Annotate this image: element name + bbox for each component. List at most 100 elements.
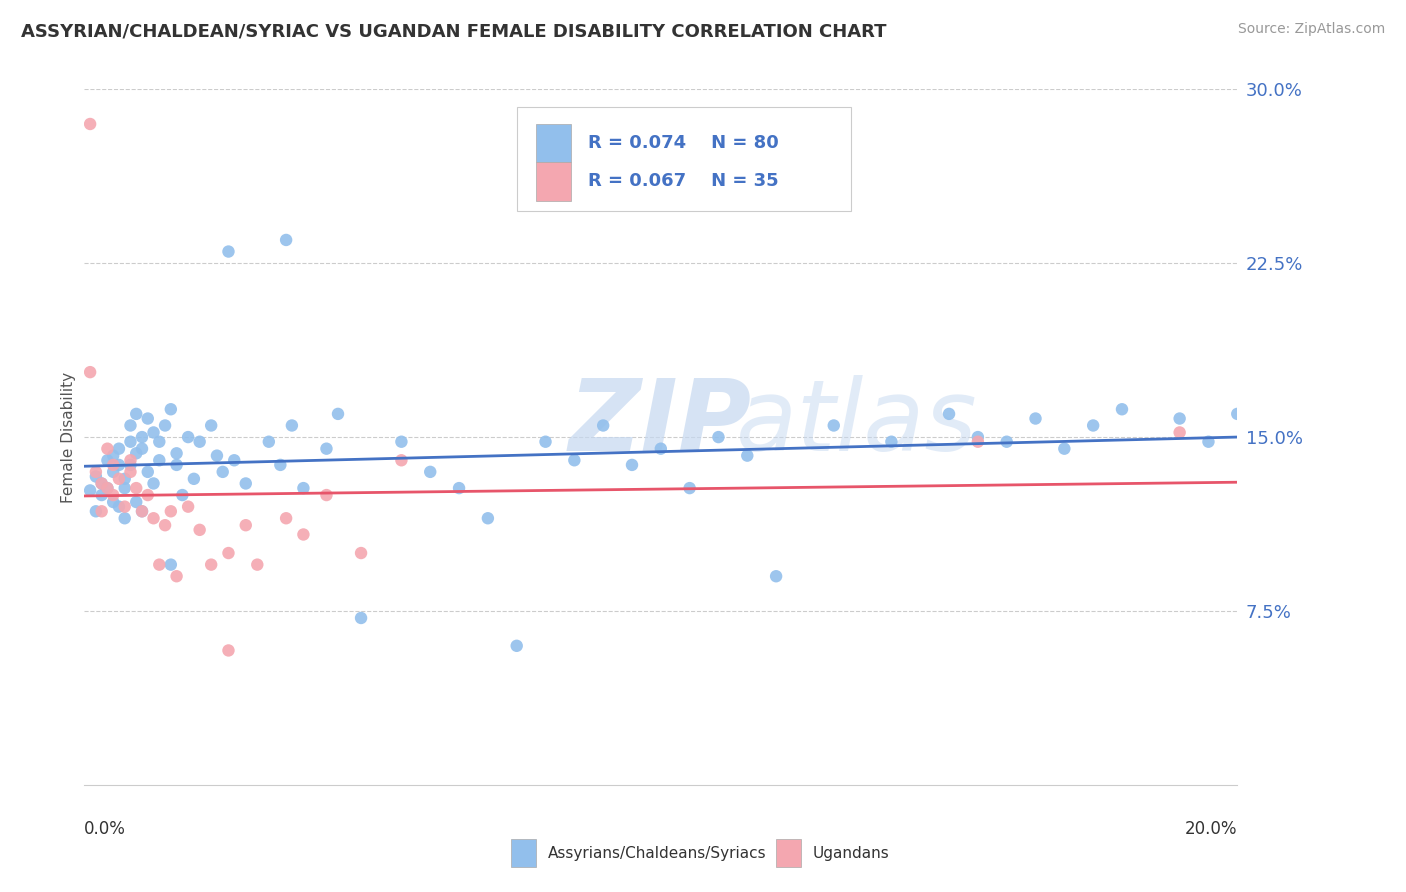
- Point: [108, 500, 131, 514]
- Point: [142, 511, 165, 525]
- Point: [188, 523, 211, 537]
- Point: [136, 488, 159, 502]
- Point: [1168, 425, 1191, 440]
- Point: [103, 495, 124, 509]
- Point: [142, 476, 165, 491]
- Point: [108, 472, 131, 486]
- FancyBboxPatch shape: [536, 124, 571, 162]
- Point: [938, 407, 960, 421]
- Point: [90, 504, 112, 518]
- Point: [148, 434, 170, 449]
- Text: R = 0.074    N = 80: R = 0.074 N = 80: [588, 134, 779, 153]
- Point: [218, 546, 240, 560]
- Text: Assyrians/Chaldeans/Syriacs: Assyrians/Chaldeans/Syriacs: [548, 846, 766, 861]
- Point: [257, 434, 280, 449]
- Point: [160, 504, 183, 518]
- Point: [131, 504, 153, 518]
- Point: [707, 430, 730, 444]
- Point: [148, 453, 170, 467]
- Point: [391, 434, 413, 449]
- Point: [967, 430, 990, 444]
- Point: [276, 233, 298, 247]
- Point: [160, 558, 183, 572]
- Point: [79, 365, 101, 379]
- Point: [166, 458, 188, 472]
- Point: [1025, 411, 1047, 425]
- Point: [79, 117, 101, 131]
- Point: [90, 488, 112, 502]
- Point: [621, 458, 644, 472]
- Point: [350, 611, 373, 625]
- Point: [120, 458, 142, 472]
- Text: Source: ZipAtlas.com: Source: ZipAtlas.com: [1237, 22, 1385, 37]
- Point: [449, 481, 471, 495]
- Point: [114, 481, 136, 495]
- Point: [292, 527, 315, 541]
- Point: [534, 434, 557, 449]
- Point: [142, 425, 165, 440]
- Point: [564, 453, 586, 467]
- Point: [1111, 402, 1133, 417]
- Text: 0.0%: 0.0%: [84, 820, 127, 838]
- Point: [166, 446, 188, 460]
- Point: [103, 465, 124, 479]
- Point: [136, 411, 159, 425]
- Point: [350, 546, 373, 560]
- Point: [148, 558, 170, 572]
- Point: [281, 418, 304, 433]
- Point: [125, 495, 148, 509]
- Point: [200, 418, 222, 433]
- Point: [880, 434, 903, 449]
- Point: [419, 465, 441, 479]
- Text: R = 0.067    N = 35: R = 0.067 N = 35: [588, 172, 779, 190]
- Point: [1053, 442, 1076, 456]
- Point: [188, 434, 211, 449]
- Point: [84, 504, 107, 518]
- Point: [218, 643, 240, 657]
- Point: [114, 472, 136, 486]
- Point: [114, 500, 136, 514]
- Point: [125, 407, 148, 421]
- Point: [211, 465, 233, 479]
- Point: [218, 244, 240, 259]
- Point: [120, 418, 142, 433]
- Point: [84, 465, 107, 479]
- Point: [153, 418, 176, 433]
- Point: [108, 458, 131, 472]
- Point: [153, 518, 176, 533]
- Text: Ugandans: Ugandans: [813, 846, 890, 861]
- Point: [114, 511, 136, 525]
- Point: [967, 434, 990, 449]
- Text: ASSYRIAN/CHALDEAN/SYRIAC VS UGANDAN FEMALE DISABILITY CORRELATION CHART: ASSYRIAN/CHALDEAN/SYRIAC VS UGANDAN FEMA…: [21, 22, 887, 40]
- Point: [391, 453, 413, 467]
- Point: [79, 483, 101, 498]
- Point: [96, 442, 118, 456]
- Point: [235, 476, 257, 491]
- Point: [96, 481, 118, 495]
- Point: [765, 569, 787, 583]
- Point: [183, 472, 205, 486]
- Point: [246, 558, 269, 572]
- Point: [177, 430, 200, 444]
- Point: [90, 476, 112, 491]
- Point: [235, 518, 257, 533]
- Point: [160, 402, 183, 417]
- Point: [131, 430, 153, 444]
- Point: [592, 418, 614, 433]
- FancyBboxPatch shape: [510, 839, 536, 867]
- Point: [477, 511, 499, 525]
- Text: ZIP: ZIP: [568, 375, 752, 472]
- Point: [224, 453, 246, 467]
- Point: [650, 442, 672, 456]
- Point: [205, 449, 228, 463]
- Point: [995, 434, 1018, 449]
- Point: [166, 569, 188, 583]
- Point: [1083, 418, 1105, 433]
- Point: [96, 453, 118, 467]
- Point: [172, 488, 194, 502]
- Point: [1198, 434, 1220, 449]
- FancyBboxPatch shape: [776, 839, 801, 867]
- Point: [108, 442, 131, 456]
- Point: [125, 481, 148, 495]
- Point: [292, 481, 315, 495]
